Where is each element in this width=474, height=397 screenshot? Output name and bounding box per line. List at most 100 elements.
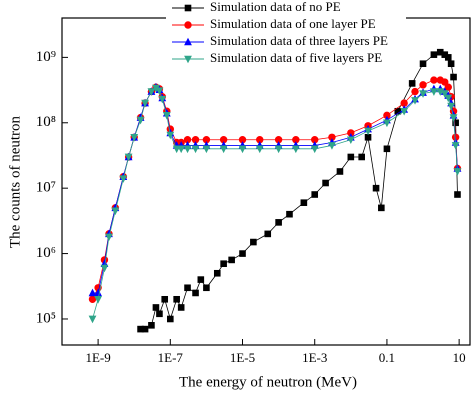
data-point [444,83,452,91]
data-point [419,90,427,98]
data-point [419,60,427,68]
data-point [400,107,409,116]
data-point [444,54,452,61]
series-line [92,87,458,320]
data-point [441,51,449,58]
data-point [383,145,391,153]
data-point [358,153,365,161]
data-point [119,175,128,183]
data-point [408,80,416,87]
data-point [310,145,319,154]
y-tick-label: 10⁵ [36,310,56,326]
x-tick-label: 1E-5 [230,350,255,365]
data-point [255,145,264,154]
data-point [400,99,408,107]
data-point [202,136,211,144]
data-point [111,207,120,216]
data-point [105,233,113,242]
x-tick-label: 1E-9 [85,350,110,365]
data-point [429,88,438,96]
data-point [347,129,355,137]
data-point [451,142,460,150]
y-axis-label: The counts of neutron [7,115,23,248]
data-point [453,168,462,176]
data-point [444,94,453,103]
data-point [447,102,456,111]
data-point [454,191,461,198]
data-point [291,145,300,154]
data-point [158,95,167,104]
data-point [264,230,272,238]
data-point [88,288,97,297]
data-point [219,145,228,154]
data-point [411,97,419,105]
data-point [238,145,247,154]
data-point [430,51,438,58]
data-point [94,288,103,297]
data-point [364,133,372,141]
data-point [274,145,283,154]
x-axis-label: The energy of neutron (MeV) [179,374,357,390]
legend-label: Simulation data of no PE [210,0,341,14]
data-point [378,204,385,212]
data-point [274,136,283,144]
data-point [155,87,164,95]
data-point [311,191,319,198]
data-point [100,264,109,273]
data-point [440,90,449,98]
data-point [184,284,191,292]
x-tick-label: 1E-3 [302,350,327,365]
legend-label: Simulation data of one layer PE [210,16,376,31]
data-point [191,145,200,154]
data-point [141,325,149,333]
data-point [436,48,444,56]
data-point [436,88,445,96]
data-point [183,136,192,144]
data-point [347,153,355,161]
x-tick-label: 1E-7 [158,350,184,365]
data-point [94,295,103,304]
data-point [430,76,438,84]
data-point [220,260,227,268]
legend-box [166,0,406,70]
data-point [203,284,210,292]
y-tick-label: 10⁸ [36,114,56,130]
series-line [92,79,458,300]
data-point [152,304,160,311]
data-point [451,133,460,141]
data-point [191,136,200,144]
data-point [148,322,155,329]
data-point [383,119,391,128]
x-tick-label: 10 [453,350,466,365]
legend-label: Simulation data of five layers PE [210,50,382,65]
data-point [238,136,247,144]
data-point [275,219,282,226]
data-point [447,60,455,68]
data-point [162,112,171,120]
data-point [161,295,169,303]
data-point [136,116,145,125]
data-point [452,119,459,127]
data-point [256,136,264,144]
data-point [137,325,144,333]
legend-marker [184,55,192,64]
data-point [441,78,449,86]
data-point [364,127,372,136]
data-point [156,310,163,318]
x-tick-label: 0.1 [379,350,395,365]
data-point [336,168,344,175]
data-point [152,84,160,93]
data-point [228,256,235,264]
y-tick-label: 10⁹ [36,49,56,65]
data-point [311,136,319,144]
data-point [328,133,336,141]
data-point [88,315,97,324]
data-point [250,238,257,246]
data-point [141,99,149,108]
data-point [197,276,205,283]
data-point [322,179,329,187]
data-point [239,250,246,257]
data-point [450,73,457,81]
series-line [92,86,458,294]
